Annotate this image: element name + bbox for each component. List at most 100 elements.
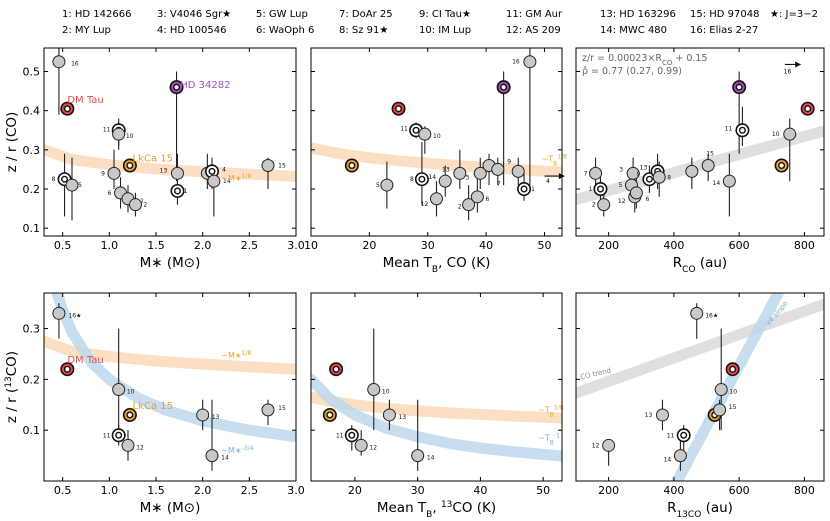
x-tick-label: 600 [729, 484, 750, 497]
data-point-core [348, 431, 356, 439]
x-tick-label: 50 [536, 484, 550, 497]
data-point-core [126, 161, 134, 169]
arrow-label: 4 [546, 178, 550, 185]
data-point [523, 55, 537, 69]
point-label: 12 [592, 442, 600, 449]
point-label: 10 [729, 389, 737, 396]
legend-item-13: 13: HD 163296 [600, 9, 676, 20]
panel-frame [43, 47, 297, 237]
panel-frame [310, 292, 563, 482]
point-label: 5 [78, 182, 82, 189]
x-tick-label: 40 [479, 239, 493, 252]
point-label: 8 [667, 174, 671, 181]
point-label: 8 [52, 176, 56, 183]
point-label: 12 [618, 198, 626, 205]
data-point-core [680, 431, 688, 439]
annotation: ~TB1/8 [542, 153, 568, 167]
data-point-core [332, 365, 340, 373]
data-point-core [738, 126, 746, 134]
point-label: 16★ [68, 312, 81, 319]
point-label: 11 [103, 126, 111, 133]
x-tick-label: 40 [473, 484, 487, 497]
point-label: 12 [421, 201, 429, 208]
data-point [453, 166, 467, 180]
data-point [713, 403, 727, 417]
panel-frame [575, 292, 825, 482]
data-point [652, 170, 666, 184]
legend-item-14: 14: MWC 480 [600, 25, 668, 36]
data-point [473, 166, 487, 180]
data-point [121, 438, 135, 452]
annotation: ~TB-1 [538, 432, 560, 446]
x-axis-label: Mean TB, 13CO (K) [377, 500, 496, 520]
point-label: 15 [729, 404, 737, 411]
x-tick-label: 2.0 [194, 484, 212, 497]
point-label: 10 [772, 131, 780, 138]
point-label: 1 [184, 188, 188, 195]
data-point [107, 166, 121, 180]
data-point-core [126, 411, 134, 419]
x-tick-label: 3.0 [287, 484, 305, 497]
data-point [470, 190, 484, 204]
data-point-core [173, 187, 181, 195]
x-tick-label: 1.0 [101, 239, 119, 252]
data-point [602, 438, 616, 452]
legend-item-6: 6: WaOph 6 [256, 25, 315, 36]
x-axis-label: RCO (au) [673, 255, 727, 275]
data-point [205, 449, 219, 463]
data-point-core [63, 105, 71, 113]
point-label: 9 [637, 171, 641, 178]
arrow-head [795, 61, 802, 68]
point-label: 15 [706, 151, 714, 158]
data-point [52, 306, 66, 320]
data-point [783, 127, 797, 141]
point-label: 14 [428, 174, 436, 181]
data-point [367, 383, 381, 397]
data-point-core [520, 185, 528, 193]
point-label: 5 [376, 182, 380, 189]
point-label: 9 [507, 158, 511, 165]
point-label: 10 [382, 389, 390, 396]
x-tick-label: 200 [598, 239, 619, 252]
trend-band-0 [311, 142, 562, 178]
data-point [170, 166, 184, 180]
data-point [655, 408, 669, 422]
panel-co_tb: 5 11 10 8 12 14 13 2 6 3 7 9 1 16 ~TB1/8 4 10 20 30 40 50 Mea… [304, 47, 568, 275]
legend-item-11: 11: GM Aur [506, 9, 563, 20]
panel-frame [43, 292, 297, 482]
x-tick-label: 3.0 [287, 239, 305, 252]
point-label: 15 [278, 163, 286, 170]
y-tick-label: 0.1 [23, 222, 41, 235]
x-tick-label: 200 [598, 484, 619, 497]
point-label: 10 [126, 133, 134, 140]
data-point [52, 55, 66, 69]
data-point-core [208, 167, 216, 175]
x-tick-label: 2.5 [241, 239, 259, 252]
trend-band-0 [44, 335, 296, 375]
data-point-core [326, 411, 334, 419]
data-point-core [348, 161, 356, 169]
point-label: 13 [645, 412, 653, 419]
data-point-core [115, 431, 123, 439]
point-label: 14 [221, 455, 229, 462]
point-label: 13 [160, 167, 168, 174]
point-label: 13 [399, 414, 407, 421]
point-label: 2 [458, 204, 462, 211]
annotation: DM Tau [67, 95, 103, 106]
fit-text: ρ̂ = 0.77 (0.27, 0.99) [582, 66, 682, 77]
point-label: 1 [531, 186, 535, 193]
point-label: 11 [103, 432, 111, 439]
data-point [261, 403, 275, 417]
data-point [690, 306, 704, 320]
data-point-core [778, 161, 786, 169]
fit-text: z/r = 0.00023×RCO + 0.15 [582, 53, 708, 67]
data-point [112, 383, 126, 397]
data-point [261, 159, 275, 172]
point-label: 11 [400, 125, 408, 132]
y-tick-label: 0.3 [23, 323, 41, 336]
